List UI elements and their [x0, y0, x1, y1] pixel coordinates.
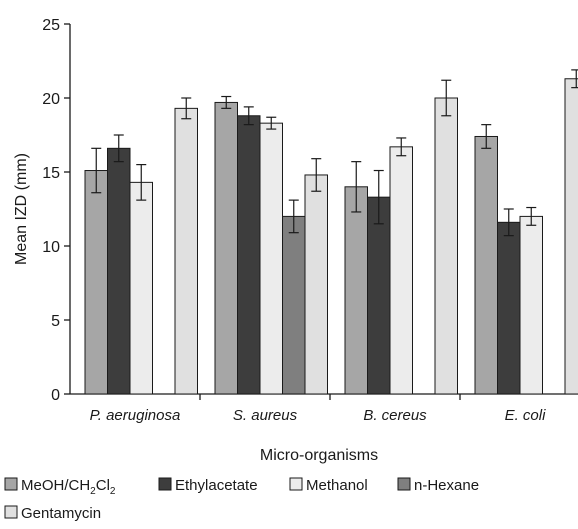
- y-tick-label: 5: [51, 313, 60, 330]
- x-tick-label: P. aeruginosa: [90, 407, 181, 424]
- bar: [174, 107, 198, 395]
- y-axis-title: Mean IZD (mm): [13, 153, 30, 265]
- bar: [304, 174, 328, 395]
- y-tick-label: 15: [42, 165, 60, 182]
- legend-swatch: [4, 505, 18, 519]
- y-tick-label: 10: [42, 239, 60, 256]
- legend-label: Gentamycin: [21, 505, 101, 522]
- bar: [344, 186, 368, 395]
- x-tick-label: B. cereus: [363, 407, 427, 424]
- y-tick-label: 25: [42, 17, 60, 34]
- y-tick-label: 20: [42, 91, 60, 108]
- bar: [474, 135, 498, 395]
- legend-label: MeOH/CH2Cl2: [21, 477, 116, 497]
- x-tick-label: E. coli: [505, 407, 547, 424]
- bar: [214, 101, 238, 395]
- bar: [107, 147, 131, 395]
- legend-label: n-Hexane: [414, 477, 479, 494]
- bar: [497, 221, 521, 395]
- y-tick-label: 0: [51, 387, 60, 404]
- legend-swatch: [158, 477, 172, 491]
- legend-swatch: [397, 477, 411, 491]
- bar: [259, 122, 283, 395]
- y-axis: 0 5 10 15 20 25: [42, 17, 71, 404]
- bar: [129, 181, 153, 395]
- bar: [519, 215, 543, 395]
- bars-group: [84, 69, 578, 395]
- x-axis-title: Micro-organisms: [260, 447, 378, 464]
- legend-swatch: [289, 477, 303, 491]
- legend-swatch: [4, 477, 18, 491]
- bar: [564, 78, 578, 395]
- x-axis: P. aeruginosa S. aureus B. cereus E. coli: [70, 393, 578, 424]
- bar: [434, 97, 458, 395]
- legend-label: Methanol: [306, 477, 368, 494]
- bar: [389, 146, 413, 395]
- bar: [237, 115, 261, 395]
- bar: [84, 170, 108, 395]
- x-tick-label: S. aureus: [233, 407, 298, 424]
- bar: [282, 215, 306, 395]
- legend: MeOH/CH2Cl2 Ethylacetate Methanol n-Hexane G…: [4, 477, 479, 522]
- bar: [367, 196, 391, 395]
- legend-label: Ethylacetate: [175, 477, 258, 494]
